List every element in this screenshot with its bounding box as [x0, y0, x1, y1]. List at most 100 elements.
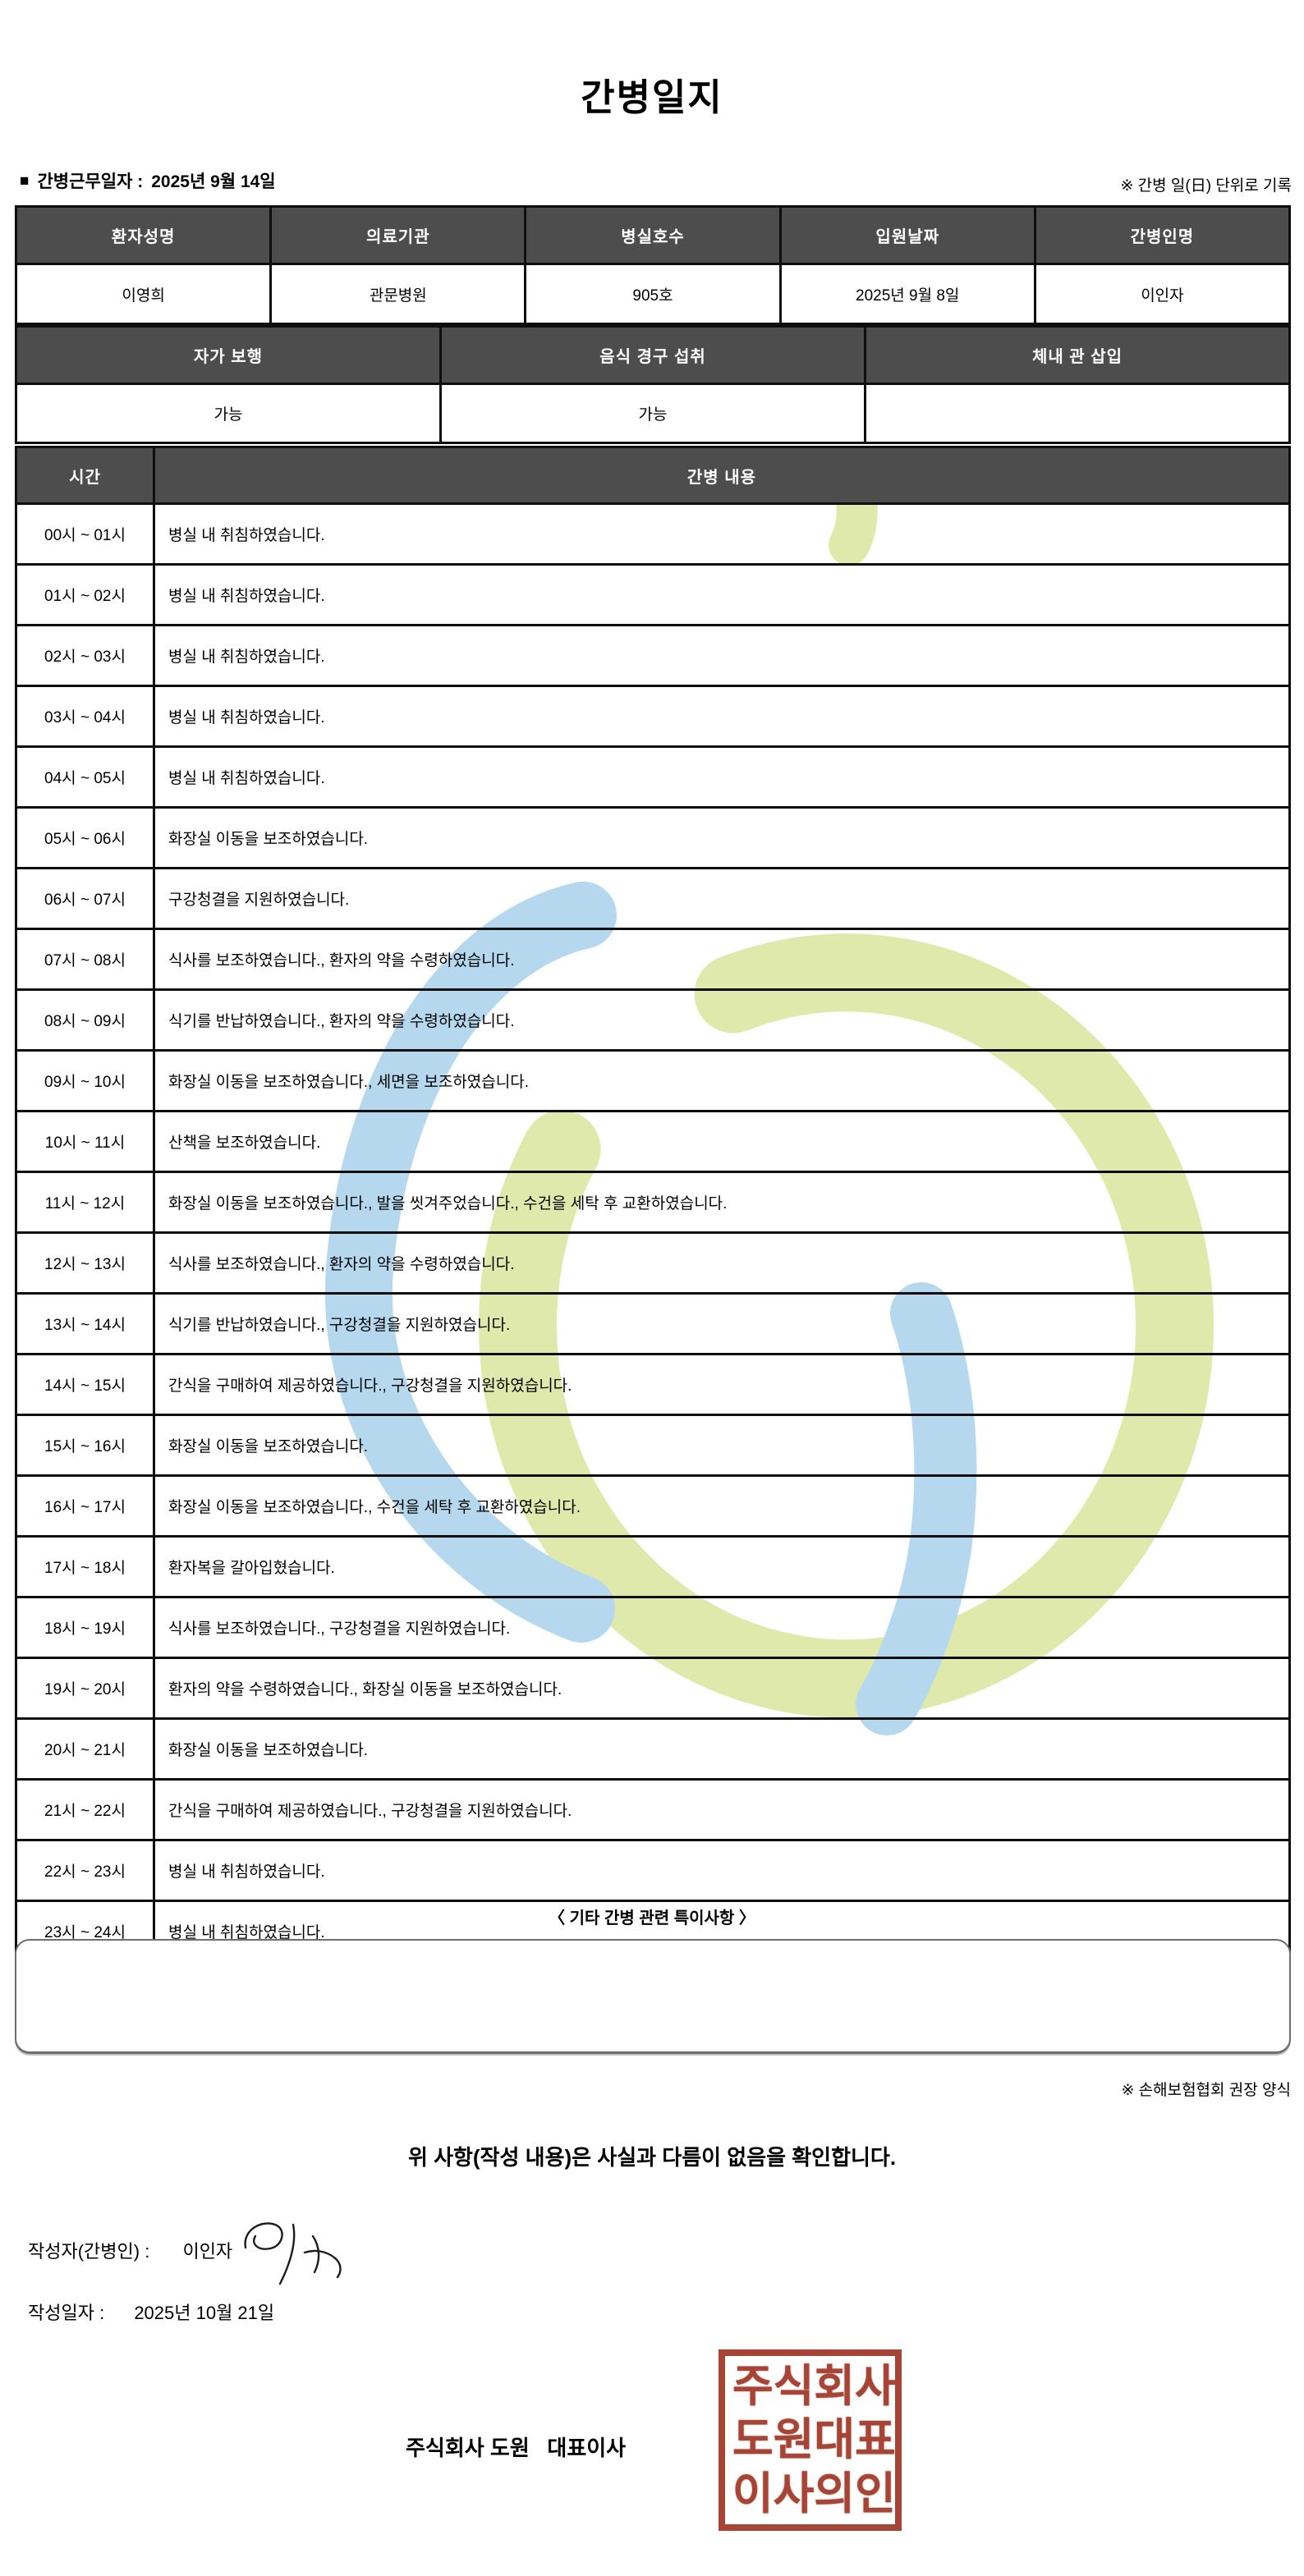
written-date-label: 작성일자 :	[28, 2303, 105, 2323]
care-log-row: 15시 ~ 16시 화장실 이동을 보조하였습니다.	[17, 1414, 1288, 1474]
care-log-row: 16시 ~ 17시 화장실 이동을 보조하였습니다., 수건을 세탁 후 교환하였…	[17, 1474, 1288, 1535]
care-time-cell: 11시 ~ 12시	[44, 1195, 126, 1212]
care-log-row: 05시 ~ 06시 화장실 이동을 보조하였습니다.	[17, 806, 1288, 867]
care-log-row: 01시 ~ 02시 병실 내 취침하였습니다.	[17, 563, 1288, 624]
stamp-char: 인	[855, 2469, 896, 2519]
care-content-cell: 병실 내 취침하였습니다.	[153, 1841, 1288, 1900]
stamp-char: 식	[773, 2361, 815, 2411]
care-content-cell: 식사를 보조하였습니다., 환자의 약을 수령하였습니다.	[153, 930, 1288, 988]
patient-value-cell: 905호	[524, 265, 778, 323]
stamp-char: 사	[855, 2361, 896, 2411]
care-time-cell: 23시 ~ 24시	[44, 1924, 126, 1941]
care-log-row: 20시 ~ 21시 화장실 이동을 보조하였습니다.	[17, 1717, 1288, 1778]
care-log-row: 06시 ~ 07시 구강청결을 지원하였습니다.	[17, 867, 1288, 928]
care-content-cell: 식기를 반납하였습니다., 환자의 약을 수령하였습니다.	[153, 991, 1288, 1049]
care-log-table: 시간 간병 내용 00시 ~ 01시 병실 내 취침하였습니다. 01시 ~ 02시…	[15, 446, 1291, 1963]
care-log-row: 00시 ~ 01시 병실 내 취침하였습니다.	[17, 502, 1288, 563]
care-time-cell: 16시 ~ 17시	[44, 1499, 126, 1516]
care-log-row: 02시 ~ 03시 병실 내 취침하였습니다.	[17, 624, 1288, 685]
condition-header-cell: 체내 관 삽입	[864, 328, 1288, 383]
care-time-cell: 17시 ~ 18시	[44, 1560, 126, 1577]
care-time-cell: 00시 ~ 01시	[44, 527, 126, 544]
care-time-cell: 12시 ~ 13시	[44, 1256, 126, 1273]
care-time-cell: 08시 ~ 09시	[44, 1013, 126, 1030]
care-content-cell: 화장실 이동을 보조하였습니다.	[153, 809, 1288, 867]
stamp-char: 대	[814, 2415, 856, 2465]
stamp-char: 회	[814, 2361, 856, 2411]
care-log-row: 23시 ~ 24시 병실 내 취침하였습니다.	[17, 1900, 1288, 1960]
care-log-row: 14시 ~ 15시 간식을 구매하여 제공하였습니다., 구강청결을 지원하였습니…	[17, 1353, 1288, 1414]
condition-value-row: 가능 가능	[17, 383, 1288, 442]
stamp-char: 도	[732, 2415, 774, 2465]
care-content-cell: 화장실 이동을 보조하였습니다.	[153, 1416, 1288, 1474]
condition-header-cell: 음식 경구 섭취	[439, 328, 864, 383]
care-time-cell: 01시 ~ 02시	[44, 588, 126, 605]
care-log-body: 00시 ~ 01시 병실 내 취침하였습니다. 01시 ~ 02시 병실 내 취침하였…	[17, 502, 1288, 1960]
stamp-char: 이	[732, 2469, 774, 2519]
patient-value-cell: 관문병원	[269, 265, 524, 323]
condition-value-cell	[864, 385, 1288, 442]
care-time-cell: 03시 ~ 04시	[44, 709, 126, 727]
special-notes-box	[15, 1939, 1291, 2054]
care-log-row: 09시 ~ 10시 화장실 이동을 보조하였습니다., 세면을 보조하였습니다.	[17, 1049, 1288, 1110]
patient-info-value-row: 이영희 관문병원 905호 2025년 9월 8일 이인자	[17, 263, 1288, 323]
care-content-cell: 식사를 보조하였습니다., 구강청결을 지원하였습니다.	[153, 1598, 1288, 1657]
author-label: 작성자(간병인) :	[28, 2241, 150, 2262]
care-time-cell: 15시 ~ 16시	[44, 1438, 126, 1455]
care-content-cell: 구강청결을 지원하였습니다.	[153, 869, 1288, 928]
stamp-char: 사	[773, 2469, 815, 2519]
care-content-cell: 식기를 반납하였습니다., 구강청결을 지원하였습니다.	[153, 1295, 1288, 1353]
care-content-cell: 식사를 보조하였습니다., 환자의 약을 수령하였습니다.	[153, 1234, 1288, 1292]
care-time-cell: 22시 ~ 23시	[44, 1863, 126, 1881]
work-date-line: ■ 간병근무일자 : 2025년 9월 14일	[20, 168, 276, 193]
care-log-header-row: 시간 간병 내용	[17, 448, 1288, 502]
care-content-cell: 병실 내 취침하였습니다.	[153, 566, 1288, 624]
stamp-char: 표	[855, 2415, 896, 2465]
condition-header-row: 자가 보행 음식 경구 섭취 체내 관 삽입	[17, 328, 1288, 383]
care-log-row: 17시 ~ 18시 환자복을 갈아입혔습니다.	[17, 1535, 1288, 1596]
work-date-label: 간병근무일자 :	[37, 172, 144, 191]
written-date-line: 작성일자 : 2025년 10월 21일	[28, 2299, 274, 2325]
patient-header-cell: 입원날짜	[778, 208, 1034, 263]
work-date-value: 2025년 9월 14일	[151, 172, 276, 191]
special-notes-heading: 〈 기타 간병 관련 특이사항 〉	[549, 1909, 755, 1927]
care-content-cell: 환자복을 갈아입혔습니다.	[153, 1538, 1288, 1596]
stamp-char: 의	[814, 2469, 856, 2519]
care-log-row: 22시 ~ 23시 병실 내 취침하였습니다.	[17, 1839, 1288, 1900]
care-time-cell: 14시 ~ 15시	[44, 1377, 126, 1395]
signature-handwriting	[244, 2222, 342, 2285]
filled-square-icon: ■	[20, 172, 30, 190]
care-log-row: 12시 ~ 13시 식사를 보조하였습니다., 환자의 약을 수령하였습니다.	[17, 1231, 1288, 1292]
care-time-cell: 18시 ~ 19시	[44, 1620, 126, 1638]
patient-header-cell: 간병인명	[1033, 208, 1288, 263]
patient-header-cell: 의료기관	[269, 208, 524, 263]
patient-info-header-row: 환자성명 의료기관 병실호수 입원날짜 간병인명	[17, 208, 1288, 263]
care-time-cell: 07시 ~ 08시	[44, 952, 126, 969]
patient-condition-table: 자가 보행 음식 경구 섭취 체내 관 삽입 가능 가능	[15, 325, 1291, 444]
patient-info-table: 환자성명 의료기관 병실호수 입원날짜 간병인명 이영희 관문병원 905호 2025년 9월…	[15, 205, 1291, 325]
condition-value-cell: 가능	[439, 385, 864, 442]
care-content-cell: 환자의 약을 수령하였습니다., 화장실 이동을 보조하였습니다.	[153, 1659, 1288, 1717]
author-name: 이인자	[182, 2241, 233, 2262]
care-log-row: 13시 ~ 14시 식기를 반납하였습니다., 구강청결을 지원하였습니다.	[17, 1292, 1288, 1353]
page-title: 간병일지	[581, 76, 723, 118]
care-log-row: 11시 ~ 12시 화장실 이동을 보조하였습니다., 발을 씻겨주었습니다., …	[17, 1171, 1288, 1231]
confirmation-statement: 위 사항(작성 내용)은 사실과 다름이 없음을 확인합니다.	[407, 2145, 897, 2170]
care-content-cell: 간식을 구매하여 제공하였습니다., 구강청결을 지원하였습니다.	[153, 1355, 1288, 1414]
care-log-row: 08시 ~ 09시 식기를 반납하였습니다., 환자의 약을 수령하였습니다.	[17, 988, 1288, 1049]
care-time-cell: 05시 ~ 06시	[44, 831, 126, 848]
stamp-char: 원	[773, 2415, 815, 2465]
patient-header-cell: 병실호수	[524, 208, 778, 263]
condition-value-cell: 가능	[214, 406, 243, 424]
care-time-cell: 06시 ~ 07시	[44, 892, 126, 909]
care-time-cell: 04시 ~ 05시	[44, 770, 126, 787]
care-content-cell: 병실 내 취침하였습니다.	[153, 1902, 1288, 1960]
care-content-cell: 병실 내 취침하였습니다.	[153, 626, 1288, 685]
daily-record-note: ※ 간병 일(日) 단위로 기록	[1120, 177, 1292, 195]
care-log-row: 10시 ~ 11시 산책을 보조하였습니다.	[17, 1110, 1288, 1171]
